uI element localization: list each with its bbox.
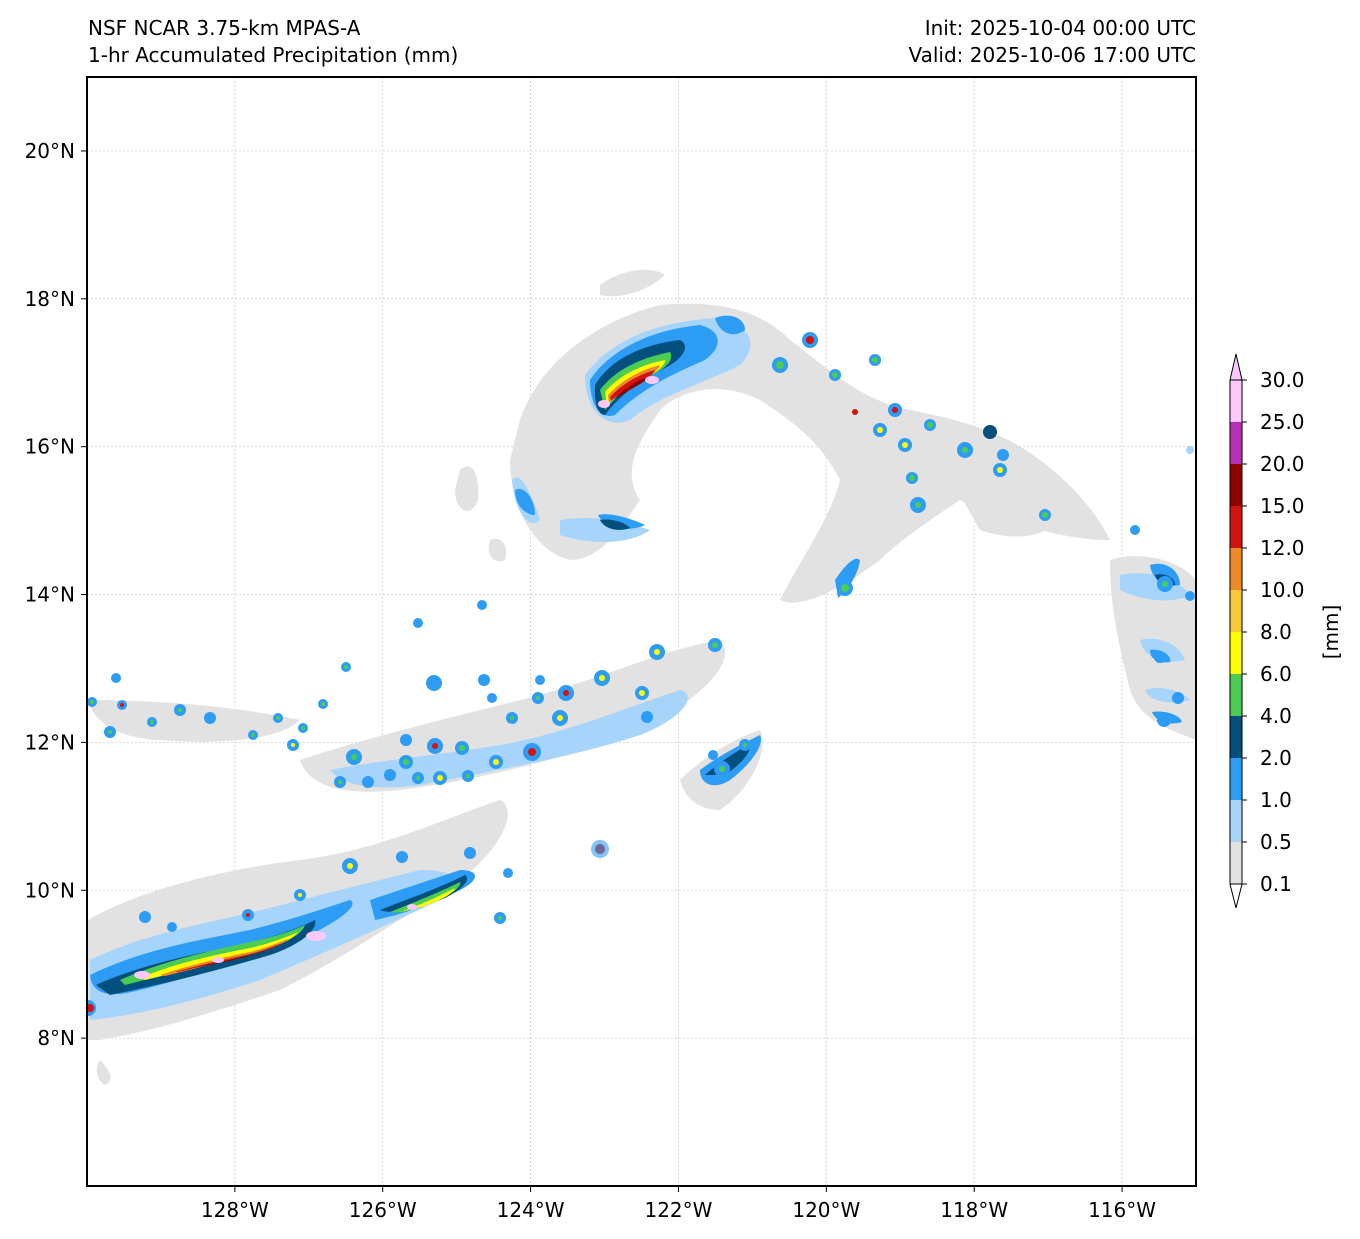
colorbar-segment [1230,422,1242,464]
colorbar-tick-label: 6.0 [1260,662,1292,686]
lat-tick-label: 14°N [25,583,75,607]
longitude-axis: 128°W 126°W 124°W 122°W 120°W 118°W 116°W [201,1186,1156,1222]
colorbar-tick-label: 30.0 [1260,368,1305,392]
colorbar-tick-label: 25.0 [1260,410,1305,434]
colorbar-segment [1230,506,1242,548]
colorbar-tick-label: 2.0 [1260,746,1292,770]
colorbar-segment [1230,800,1242,842]
colorbar-segment [1230,380,1242,422]
latitude-axis: 8°N 10°N 12°N 14°N 16°N 18°N 20°N [25,139,87,1050]
model-title: NSF NCAR 3.75-km MPAS-A [88,16,361,40]
colorbar-segment [1230,590,1242,632]
lat-tick-label: 16°N [25,435,75,459]
map-gridlines [87,77,1196,1186]
colorbar-segment [1230,632,1242,674]
colorbar-unit-label: [mm] [1319,605,1343,660]
init-time: Init: 2025-10-04 00:00 UTC [924,16,1196,40]
colorbar-segment [1230,548,1242,590]
lon-tick-label: 118°W [940,1198,1008,1222]
lon-tick-label: 120°W [792,1198,860,1222]
scattered-convective-cells [87,332,1195,1016]
colorbar-tick-label: 20.0 [1260,452,1305,476]
colorbar-segment [1230,716,1242,758]
colorbar-extend-max [1229,353,1243,381]
lat-tick-label: 18°N [25,287,75,311]
colorbar-segment [1230,674,1242,716]
map-frame [86,76,1197,1187]
colorbar-extend-min [1229,883,1243,909]
colorbar-tick-label: 4.0 [1260,704,1292,728]
lat-tick-label: 20°N [25,139,75,163]
colorbar-segment [1230,464,1242,506]
lon-tick-label: 126°W [349,1198,417,1222]
colorbar-tick-label: 12.0 [1260,536,1305,560]
colorbar: 0.1 0.5 1.0 2.0 4.0 6.0 8.0 10.0 12.0 15.0 20.0 25.… [1229,353,1343,909]
colorbar-tick-label: 0.5 [1260,830,1292,854]
precip-25-30mm [134,376,659,979]
lat-tick-label: 12°N [25,730,75,754]
colorbar-tick-label: 15.0 [1260,494,1305,518]
colorbar-tick-label: 1.0 [1260,788,1292,812]
lat-tick-label: 10°N [25,878,75,902]
colorbar-tick-label: 8.0 [1260,620,1292,644]
colorbar-tick-label: 10.0 [1260,578,1305,602]
field-title: 1-hr Accumulated Precipitation (mm) [88,43,459,67]
lon-tick-label: 128°W [201,1198,269,1222]
precip-15-20mm [185,376,650,970]
precipitation-field [87,269,1196,1085]
lon-tick-label: 124°W [497,1198,565,1222]
colorbar-segment [1230,842,1242,884]
lon-tick-label: 116°W [1088,1198,1156,1222]
lon-tick-label: 122°W [644,1198,712,1222]
valid-time: Valid: 2025-10-06 17:00 UTC [908,43,1196,67]
colorbar-segment [1230,758,1242,800]
colorbar-tick-label: 0.1 [1260,872,1292,896]
lat-tick-label: 8°N [37,1026,75,1050]
